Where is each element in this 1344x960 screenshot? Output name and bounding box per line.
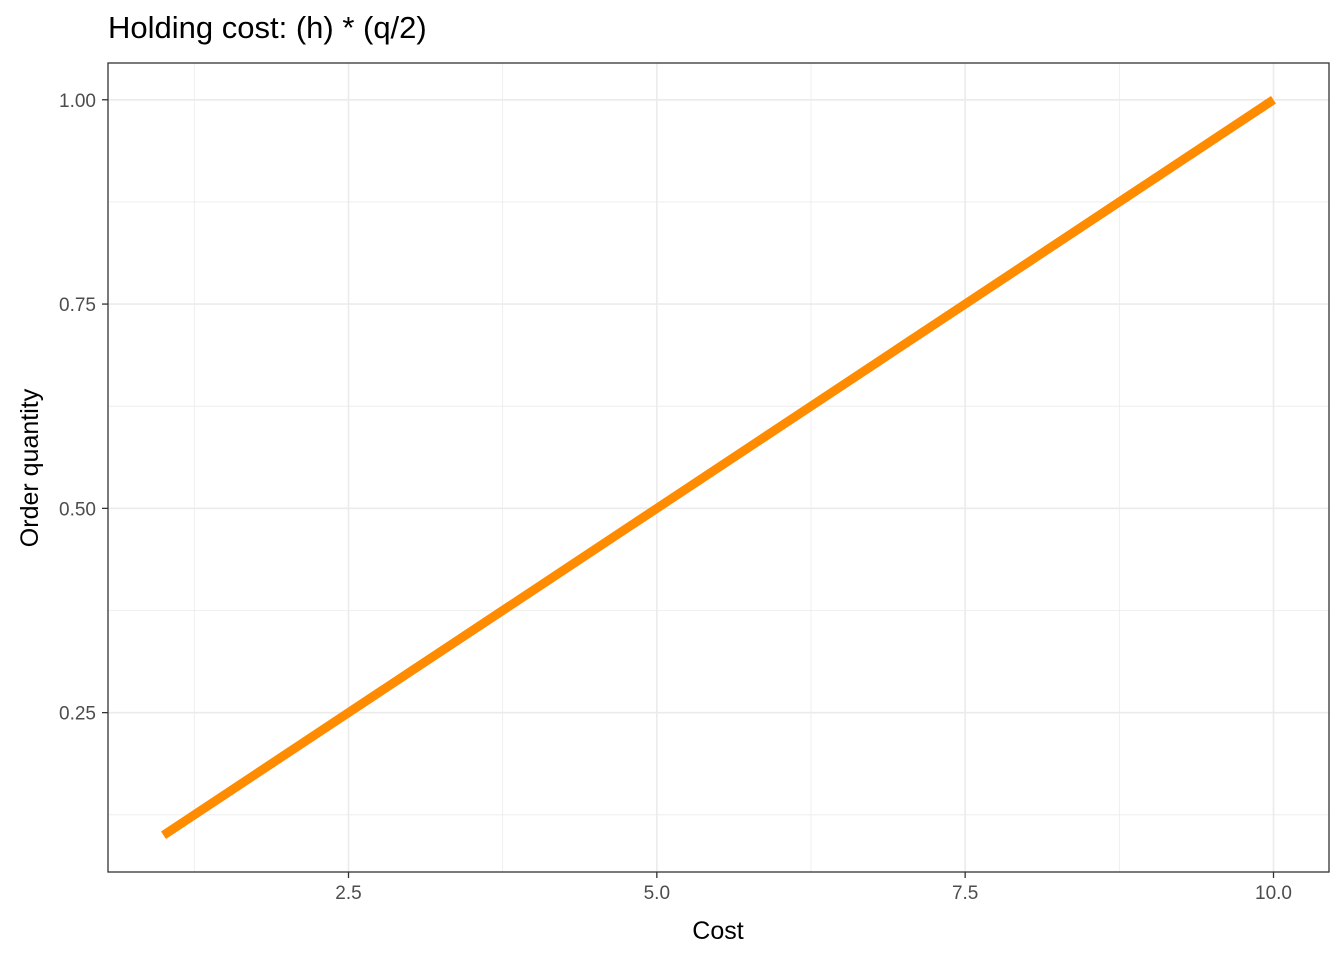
x-tick-label: 7.5	[952, 883, 978, 904]
y-tick-label: 0.50	[59, 499, 96, 520]
y-tick-label: 1.00	[59, 91, 96, 112]
axis-ticks: 2.5 5.0 7.5 10.0 0.25 0.50 0.75 1.00	[59, 91, 1292, 904]
y-axis-title: Order quantity	[16, 388, 44, 547]
x-axis-title: Cost	[692, 917, 743, 945]
plot-border	[107, 62, 1330, 873]
y-tick-label: 0.25	[59, 704, 96, 725]
series-line	[161, 96, 1276, 839]
series-layer	[161, 96, 1276, 839]
x-tick-label: 2.5	[335, 883, 361, 904]
chart-title: Holding cost: (h) * (q/2)	[108, 10, 427, 45]
x-tick-label: 10.0	[1255, 883, 1292, 904]
y-tick-label: 0.75	[59, 295, 96, 316]
x-tick-label: 5.0	[644, 883, 670, 904]
